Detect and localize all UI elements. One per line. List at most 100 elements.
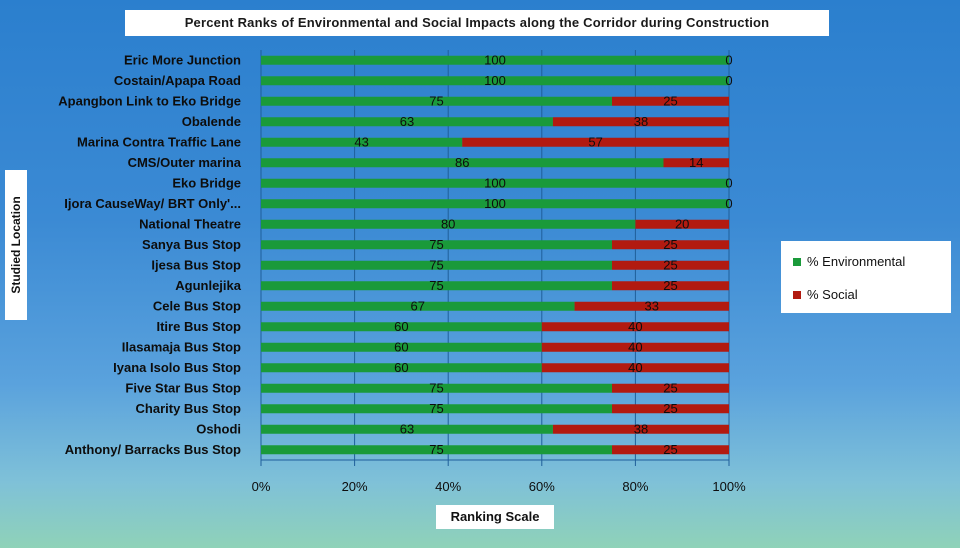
y-axis-title: Studied Location [9,196,23,294]
bar-environmental [261,322,542,332]
data-label-environmental: 75 [429,257,443,272]
data-label-environmental: 75 [429,380,443,395]
bar-environmental [261,158,664,168]
bar-social [612,96,729,106]
data-label-environmental: 100 [484,196,506,211]
category-label: Iyana Isolo Bus Stop [113,360,241,375]
data-label-environmental: 75 [429,237,443,252]
data-label-social: 0 [725,73,732,88]
category-label: Oshodi [196,421,241,436]
x-tick-label: 100% [712,479,746,494]
data-label-environmental: 75 [429,278,443,293]
bar-social [541,342,729,352]
bar-environmental [261,137,463,147]
category-labels: Eric More Junction Costain/Apapa Road Apan… [58,52,241,457]
data-label-environmental: 100 [484,175,506,190]
bar-environmental [261,76,729,86]
bar-social [612,445,729,455]
bar-environmental [261,55,729,65]
category-label: Obalende [182,114,241,129]
bar-social [612,383,729,393]
bar-environmental [261,96,612,106]
data-label-environmental: 60 [394,339,408,354]
bar-social [663,158,729,168]
bar-environmental [261,281,612,291]
bar-social [635,219,729,229]
x-tick-label: 20% [342,479,368,494]
data-label-social: 0 [725,175,732,190]
category-label: Ijesa Bus Stop [151,257,241,272]
bar-social [612,260,729,270]
legend: % Environmental % Social [781,241,951,313]
bar-social [552,117,729,127]
category-label: National Theatre [139,216,241,231]
category-label: Ijora CauseWay/ BRT Only'... [64,196,241,211]
data-label-environmental: 60 [394,319,408,334]
x-tick-label: 0% [252,479,271,494]
bar-environmental [261,240,612,250]
y-axis-title-box: Studied Location [5,170,27,320]
data-label-environmental: 75 [429,93,443,108]
bar-social [574,301,729,311]
category-label: CMS/Outer marina [128,155,242,170]
legend-label-environmental: % Environmental [807,254,906,269]
data-label-environmental: 63 [400,114,414,129]
bar-social [552,424,729,434]
category-label: Eko Bridge [172,175,241,190]
category-label: Eric More Junction [124,52,241,67]
x-tick-label: 80% [622,479,648,494]
bar-environmental [261,445,612,455]
data-label-social: 25 [663,380,677,395]
legend-label-social: % Social [807,287,858,302]
data-labels: 100 0 100 0 75 25 63 38 43 57 86 14 100 0 100 0 80 20 75 25… [354,52,732,457]
data-label-social: 40 [628,319,642,334]
category-label: Anthony/ Barracks Bus Stop [65,442,241,457]
category-label: Cele Bus Stop [153,298,241,313]
x-tick-label: 40% [435,479,461,494]
bar-environmental [261,199,729,209]
data-label-environmental: 86 [455,155,469,170]
legend-item-environmental: % Environmental [793,254,905,270]
bar-environmental [261,404,612,414]
category-label: Itire Bus Stop [156,319,241,334]
x-tick-label: 60% [529,479,555,494]
data-label-social: 25 [663,93,677,108]
data-label-social: 38 [634,114,648,129]
category-label: Costain/Apapa Road [114,73,241,88]
legend-swatch-environmental [793,257,801,266]
data-label-social: 0 [725,196,732,211]
x-axis-title: Ranking Scale [436,505,554,529]
bar-social [541,363,729,373]
gridlines [260,50,730,466]
bar-environmental [261,301,575,311]
legend-swatch-social [793,290,801,299]
data-label-environmental: 60 [394,360,408,375]
category-label: Sanya Bus Stop [142,237,241,252]
bar-environmental [261,424,553,434]
data-label-environmental: 63 [400,421,414,436]
data-label-social: 57 [588,134,602,149]
data-label-social: 20 [675,216,689,231]
data-label-social: 25 [663,401,677,416]
data-label-social: 0 [725,52,732,67]
bar-social [612,281,729,291]
bar-environmental [261,342,542,352]
data-label-social: 14 [689,155,703,170]
bar-social [612,404,729,414]
data-label-social: 38 [634,421,648,436]
bar-social [541,322,729,332]
bar-social [612,240,729,250]
data-label-environmental: 43 [354,134,368,149]
data-label-social: 25 [663,278,677,293]
data-label-social: 40 [628,339,642,354]
bar-environmental [261,363,542,373]
category-label: Ilasamaja Bus Stop [122,339,241,354]
data-label-environmental: 100 [484,52,506,67]
bar-environmental [261,178,729,188]
bar-social [462,137,729,147]
data-label-environmental: 80 [441,216,455,231]
data-label-social: 40 [628,360,642,375]
bars [261,55,729,455]
legend-item-social: % Social [793,287,858,303]
